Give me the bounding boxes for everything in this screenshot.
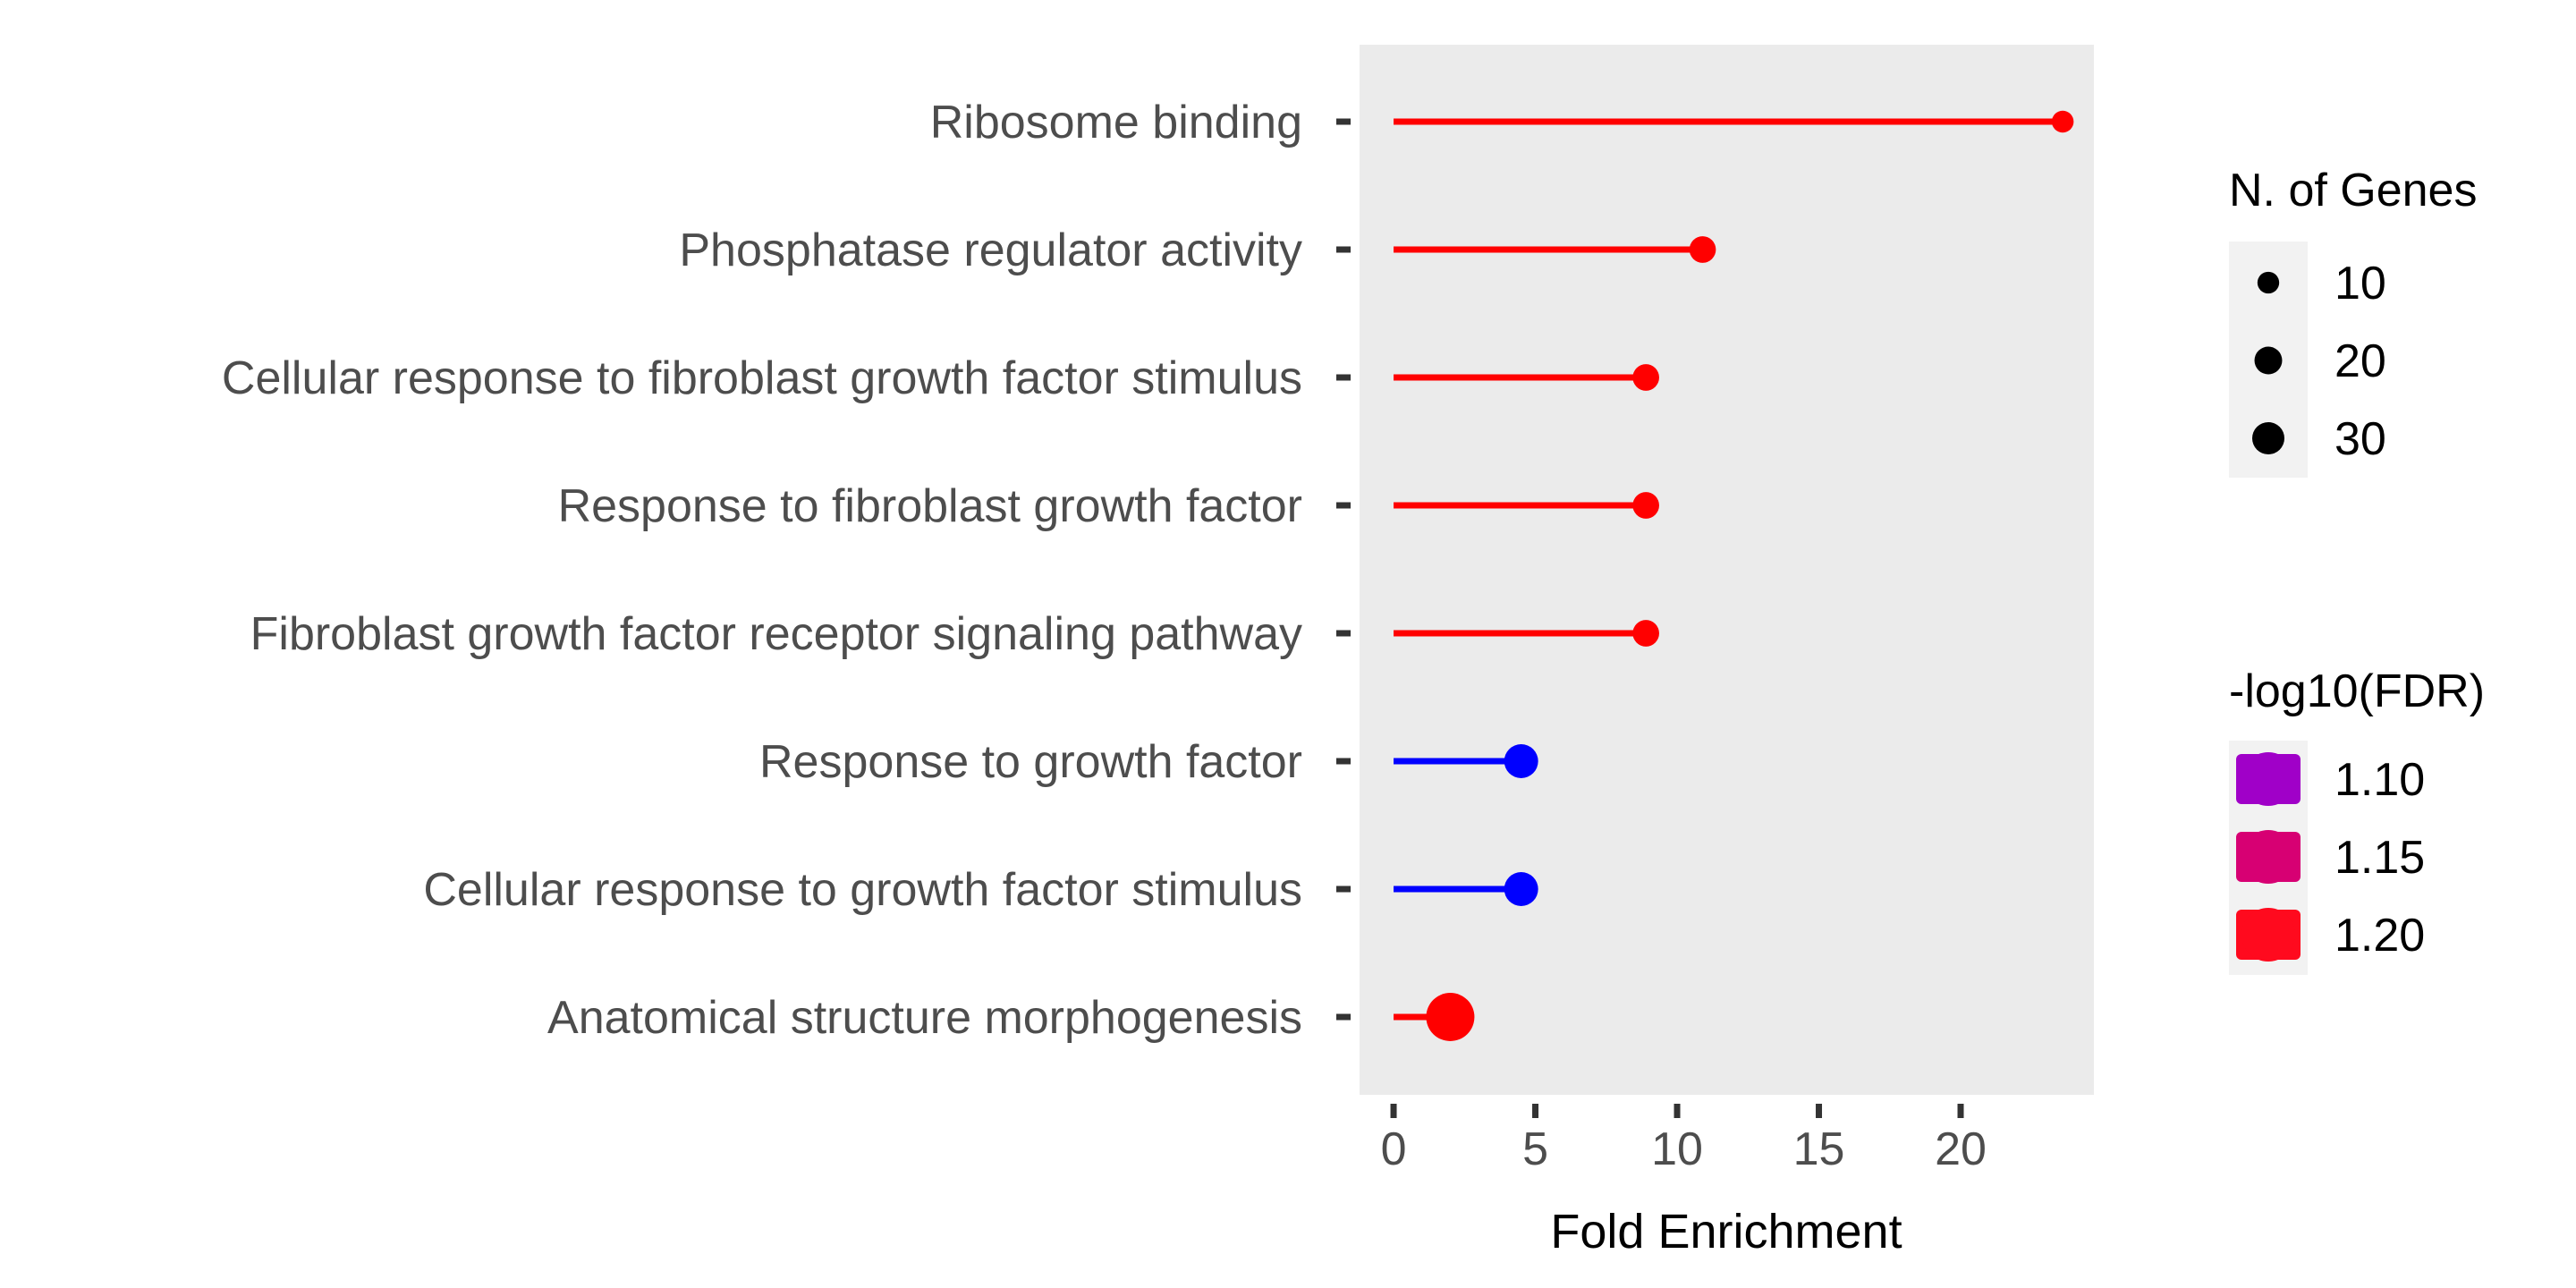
legend-key-point: [2241, 830, 2295, 884]
plot-panel: [1360, 45, 2094, 1095]
x-tick-label: 10: [1651, 1123, 1703, 1175]
legend-key: [2251, 421, 2285, 455]
lollipop-point: [1632, 620, 1659, 647]
x-tick-label: 0: [1381, 1123, 1407, 1175]
legend-key-point: [2241, 908, 2295, 962]
legend-label: 1.15: [2334, 832, 2425, 884]
x-axis: 0 5 10 15 20: [1381, 1104, 1987, 1175]
legend-title: N. of Genes: [2229, 165, 2477, 216]
x-tick-label: 5: [1522, 1123, 1548, 1175]
legend-label: 30: [2334, 413, 2386, 465]
y-tick-label: Phosphatase regulator activity: [679, 225, 1302, 276]
lollipop-point: [1689, 236, 1716, 263]
lollipop-point: [1632, 492, 1659, 519]
y-tick-label: Ribosome binding: [930, 97, 1302, 148]
y-tick-label: Cellular response to growth factor stimu…: [423, 864, 1302, 916]
y-tick-label: Response to fibroblast growth factor: [558, 480, 1302, 532]
lollipop-point: [1504, 744, 1538, 778]
lollipop-series: [1394, 110, 2074, 1041]
legend-label: 1.20: [2334, 910, 2425, 962]
legend-label: 20: [2334, 335, 2386, 387]
legend-n-genes: N. of Genes 10 20 30: [2229, 165, 2477, 478]
y-tick-label: Anatomical structure morphogenesis: [547, 992, 1302, 1044]
legend-label: 1.10: [2334, 754, 2425, 806]
legend-key-point: [2241, 752, 2295, 806]
lollipop-point: [1426, 993, 1475, 1041]
lollipop-point: [2051, 110, 2074, 133]
y-tick-label: Cellular response to fibroblast growth f…: [222, 352, 1302, 404]
legend-key: [2254, 346, 2283, 375]
y-axis: Ribosome binding Phosphatase regulator ac…: [222, 97, 1351, 1044]
x-tick-label: 20: [1935, 1123, 1987, 1175]
legend-title: -log10(FDR): [2229, 665, 2485, 717]
lollipop-point: [1632, 364, 1659, 391]
lollipop-point: [1504, 872, 1538, 906]
legend-fdr: -log10(FDR) 1.10 1.15 1.20: [2229, 665, 2485, 975]
x-tick-label: 15: [1793, 1123, 1845, 1175]
y-tick-label: Fibroblast growth factor receptor signal…: [250, 608, 1302, 660]
legend-key: [2257, 271, 2280, 294]
legend-label: 10: [2334, 258, 2386, 309]
y-tick-label: Response to growth factor: [759, 736, 1302, 788]
x-axis-title: Fold Enrichment: [1550, 1205, 1902, 1258]
